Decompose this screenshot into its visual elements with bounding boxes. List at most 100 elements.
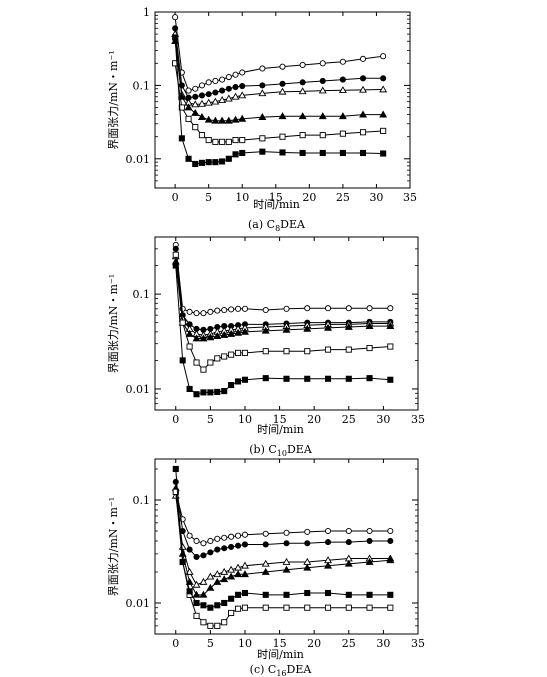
data-point	[228, 306, 235, 313]
y-tick-label: 0.1	[133, 79, 151, 92]
data-point	[200, 552, 207, 559]
data-point	[192, 93, 199, 100]
data-point	[225, 138, 232, 145]
data-point	[283, 375, 290, 382]
data-point	[319, 77, 326, 84]
data-point	[262, 306, 269, 314]
x-tick-label: 30	[369, 191, 383, 204]
data-point	[262, 604, 269, 611]
data-point	[186, 308, 193, 315]
data-point	[261, 559, 270, 567]
data-point	[218, 96, 227, 103]
data-point	[366, 344, 373, 352]
data-point	[221, 619, 228, 626]
series-6-filled-square	[172, 262, 394, 398]
data-point	[261, 567, 270, 575]
data-point	[239, 82, 246, 90]
data-point	[193, 359, 200, 366]
data-point	[304, 589, 311, 597]
data-point	[211, 116, 220, 124]
data-point	[214, 388, 221, 395]
data-point	[344, 559, 353, 567]
x-tick-label: 5	[207, 637, 214, 650]
data-point	[262, 541, 269, 548]
y-tick-label: 0.01	[126, 597, 151, 610]
data-point	[304, 375, 311, 382]
data-point	[283, 604, 290, 611]
data-point	[220, 330, 229, 338]
data-point	[298, 112, 307, 120]
data-point	[319, 60, 326, 67]
data-point	[379, 85, 388, 93]
data-point	[186, 385, 193, 393]
data-point	[219, 87, 226, 94]
data-point	[220, 567, 229, 575]
data-point	[279, 63, 286, 70]
data-point	[206, 333, 215, 341]
data-point	[172, 60, 179, 67]
data-point	[228, 595, 235, 602]
caption-suffix: DEA	[280, 218, 306, 231]
y-tick-label: 0.01	[126, 383, 151, 396]
data-point	[200, 619, 207, 626]
data-point	[207, 622, 214, 629]
x-tick-label: 5	[207, 413, 214, 426]
data-point	[185, 155, 192, 162]
x-tick-label: 35	[411, 413, 425, 426]
data-point	[199, 577, 208, 585]
caption-subscript: 16	[276, 669, 286, 677]
data-point	[324, 346, 332, 353]
data-point	[259, 65, 266, 72]
data-point	[366, 604, 373, 611]
data-point	[205, 159, 212, 166]
plot-frame	[154, 236, 419, 411]
data-point	[319, 149, 326, 157]
caption-prefix: (a) C	[248, 218, 275, 231]
data-point	[344, 322, 353, 330]
series-1-open-circle	[172, 488, 394, 547]
data-point	[186, 588, 193, 595]
x-tick-label: 35	[411, 637, 425, 650]
caption-subscript: 8	[275, 224, 280, 233]
panel-caption: (b) C10DEA	[249, 443, 313, 458]
data-point	[239, 137, 246, 144]
data-point	[228, 543, 235, 551]
data-point	[200, 366, 207, 373]
x-tick-label: 10	[235, 191, 249, 204]
series-line	[175, 244, 391, 314]
data-point	[387, 305, 394, 312]
data-point	[338, 112, 347, 120]
data-point	[206, 583, 215, 591]
data-point	[232, 83, 239, 91]
data-point	[299, 61, 306, 68]
data-point	[199, 590, 208, 598]
data-point	[241, 376, 249, 383]
data-point	[185, 567, 194, 575]
data-point	[282, 565, 291, 573]
data-point	[205, 91, 212, 98]
data-point	[172, 251, 179, 258]
data-point	[172, 262, 179, 269]
data-point	[231, 115, 240, 123]
data-point	[200, 602, 207, 609]
data-point	[213, 570, 222, 578]
data-point	[185, 115, 192, 122]
data-point	[207, 549, 214, 556]
series-line	[175, 261, 391, 340]
data-point	[207, 389, 214, 396]
plot-frame	[154, 458, 419, 635]
data-point	[283, 529, 290, 536]
data-point	[200, 389, 207, 396]
series-1-open-circle	[172, 14, 387, 94]
data-point	[345, 527, 352, 535]
data-point	[380, 127, 387, 134]
data-point	[283, 540, 290, 547]
data-point	[241, 305, 249, 312]
data-point	[227, 572, 236, 580]
data-point	[240, 561, 249, 569]
data-point	[172, 465, 179, 473]
y-axis-title: 界面张力/mN・m⁻¹	[107, 274, 120, 373]
data-point	[214, 602, 221, 609]
data-point	[213, 577, 222, 585]
data-point	[231, 92, 240, 100]
